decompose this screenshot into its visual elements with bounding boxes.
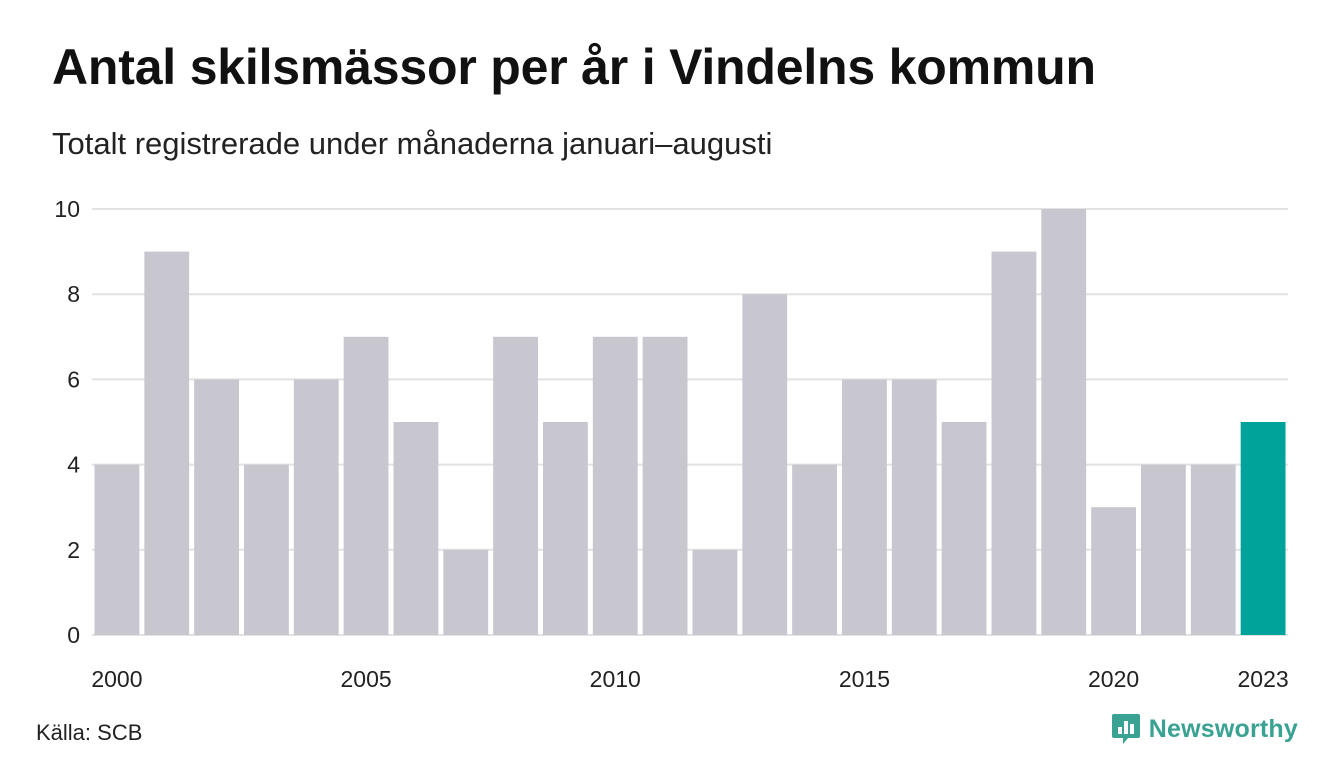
brand-logo: Newsworthy bbox=[1111, 712, 1298, 746]
bar-2018 bbox=[991, 251, 1037, 635]
bar-2013 bbox=[742, 294, 788, 635]
x-tick-label-2020: 2020 bbox=[1088, 666, 1139, 692]
bar-2021 bbox=[1141, 464, 1186, 635]
bar-2008 bbox=[493, 336, 538, 635]
x-tick-label-2023: 2023 bbox=[1237, 666, 1288, 692]
x-tick-label-2015: 2015 bbox=[839, 666, 890, 692]
bar-2004 bbox=[293, 379, 339, 635]
bar-2007 bbox=[443, 549, 489, 635]
y-tick-label-8: 8 bbox=[67, 281, 80, 307]
brand-name: Newsworthy bbox=[1148, 714, 1298, 743]
bar-2012 bbox=[692, 549, 738, 635]
bar-2011 bbox=[642, 336, 688, 635]
y-tick-label-4: 4 bbox=[67, 452, 80, 478]
y-tick-label-10: 10 bbox=[54, 196, 80, 222]
x-tick-label-2010: 2010 bbox=[590, 666, 641, 692]
bar-2019 bbox=[1041, 209, 1087, 635]
bar-2014 bbox=[792, 464, 837, 635]
bar-2017 bbox=[941, 422, 987, 635]
bar-2023 bbox=[1240, 422, 1286, 635]
bar-2003 bbox=[244, 464, 289, 635]
x-tick-label-2000: 2000 bbox=[91, 666, 142, 692]
bar-2002 bbox=[194, 379, 239, 635]
chart-title: Antal skilsmässor per år i Vindelns komm… bbox=[52, 39, 1096, 95]
bar-2022 bbox=[1190, 464, 1236, 635]
bar-2009 bbox=[543, 422, 588, 635]
source-note: Källa: SCB bbox=[36, 720, 143, 745]
bar-2000 bbox=[94, 464, 140, 635]
y-tick-label-2: 2 bbox=[67, 537, 80, 563]
bar-2020 bbox=[1091, 507, 1136, 635]
y-tick-label-0: 0 bbox=[67, 622, 80, 648]
bar-2010 bbox=[592, 336, 638, 635]
bar-2015 bbox=[842, 379, 887, 635]
bar-2006 bbox=[393, 422, 439, 635]
bar-2005 bbox=[343, 336, 389, 635]
bar-2016 bbox=[891, 379, 937, 635]
newsworthy-logo-icon bbox=[1111, 714, 1140, 744]
x-tick-label-2005: 2005 bbox=[340, 666, 391, 692]
chart-subtitle: Totalt registrerade under månaderna janu… bbox=[52, 126, 773, 161]
y-tick-label-6: 6 bbox=[67, 366, 80, 392]
bar-2001 bbox=[144, 251, 190, 635]
